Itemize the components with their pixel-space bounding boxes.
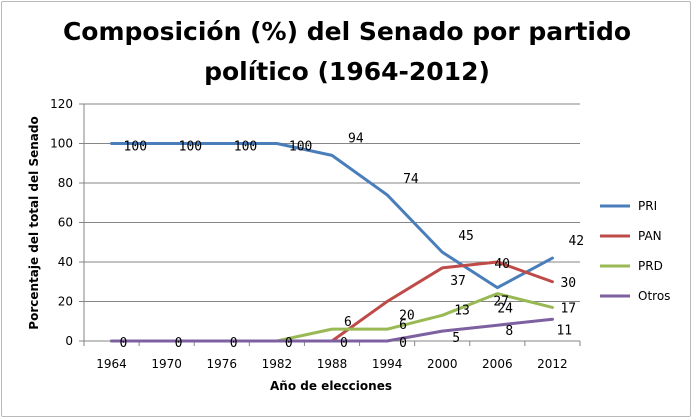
x-tick-label: 1982 bbox=[262, 357, 293, 371]
y-axis-label: Porcentaje del total del Senado bbox=[27, 116, 41, 329]
y-tick-label: 40 bbox=[58, 255, 73, 269]
data-label-pan: 40 bbox=[494, 257, 510, 272]
data-label-pan: 30 bbox=[560, 276, 576, 291]
data-label-prd: 24 bbox=[497, 302, 513, 317]
data-label-pan: 20 bbox=[399, 309, 415, 324]
data-label-pri: 100 bbox=[289, 140, 312, 155]
series-lines bbox=[110, 142, 554, 343]
series-line-prd bbox=[110, 292, 554, 343]
data-label-pan: 37 bbox=[450, 274, 466, 289]
x-tick-label: 1994 bbox=[372, 357, 403, 371]
data-labels: 100 100 100 100 94 74 45 27 42 0 0 0 0 0 20 37 40 30 6 6 13 2… bbox=[120, 131, 585, 351]
y-tick-label: 0 bbox=[65, 334, 73, 348]
data-label-pri: 74 bbox=[403, 172, 419, 187]
legend: PRI PAN PRD Otros bbox=[600, 199, 670, 303]
data-label-otros: 8 bbox=[505, 324, 513, 339]
data-label-pri: 45 bbox=[458, 229, 474, 244]
data-label-pan: 0 bbox=[120, 336, 128, 351]
data-label-prd: 6 bbox=[344, 315, 352, 330]
data-label-pan: 0 bbox=[230, 336, 238, 351]
y-tick-label: 120 bbox=[50, 97, 73, 111]
x-tick-label: 2000 bbox=[427, 357, 458, 371]
data-label-prd: 17 bbox=[560, 301, 576, 316]
y-tick-label: 80 bbox=[58, 176, 73, 190]
y-tick-label: 20 bbox=[58, 295, 73, 309]
x-tick-label: 1976 bbox=[207, 357, 238, 371]
data-label-pan: 0 bbox=[285, 336, 293, 351]
chart-title-line-2: político (1964-2012) bbox=[204, 57, 490, 86]
data-label-pri: 100 bbox=[179, 140, 202, 155]
data-label-otros: 0 bbox=[399, 336, 407, 351]
y-tick-label: 100 bbox=[50, 137, 73, 151]
legend-label-pan: PAN bbox=[638, 229, 662, 243]
series-line-pri bbox=[110, 142, 554, 290]
data-label-pri: 94 bbox=[348, 131, 364, 146]
data-label-pan: 0 bbox=[340, 336, 348, 351]
data-label-pan: 0 bbox=[175, 336, 183, 351]
x-tick-label: 2006 bbox=[482, 357, 513, 371]
y-tick-label: 60 bbox=[58, 216, 73, 230]
x-tick-label: 2012 bbox=[537, 357, 568, 371]
x-tick-label: 1964 bbox=[96, 357, 127, 371]
x-tick-label: 1970 bbox=[151, 357, 182, 371]
x-tick-label: 1988 bbox=[317, 357, 348, 371]
y-tick-labels: 0 20 40 60 80 100 120 bbox=[50, 97, 73, 348]
gridlines bbox=[84, 103, 580, 302]
data-label-pri: 42 bbox=[568, 234, 584, 249]
data-label-otros: 5 bbox=[452, 331, 460, 346]
chart-title: Composición (%) del Senado por partido p… bbox=[0, 12, 694, 92]
x-tick-labels: 1964 1970 1976 1982 1988 1994 2000 2006 2012 bbox=[96, 357, 567, 371]
x-axis-label: Año de elecciones bbox=[270, 379, 392, 393]
data-label-otros: 11 bbox=[556, 323, 572, 338]
data-label-pri: 100 bbox=[234, 140, 257, 155]
data-label-prd: 13 bbox=[454, 303, 470, 318]
legend-label-otros: Otros bbox=[638, 289, 670, 303]
data-label-prd: 6 bbox=[399, 318, 407, 333]
chart-title-line-1: Composición (%) del Senado por partido bbox=[62, 17, 632, 46]
data-label-pri: 27 bbox=[493, 295, 509, 310]
legend-label-pri: PRI bbox=[638, 199, 657, 213]
legend-label-prd: PRD bbox=[638, 259, 663, 273]
series-line-otros bbox=[110, 317, 554, 343]
data-label-pri: 100 bbox=[124, 140, 147, 155]
